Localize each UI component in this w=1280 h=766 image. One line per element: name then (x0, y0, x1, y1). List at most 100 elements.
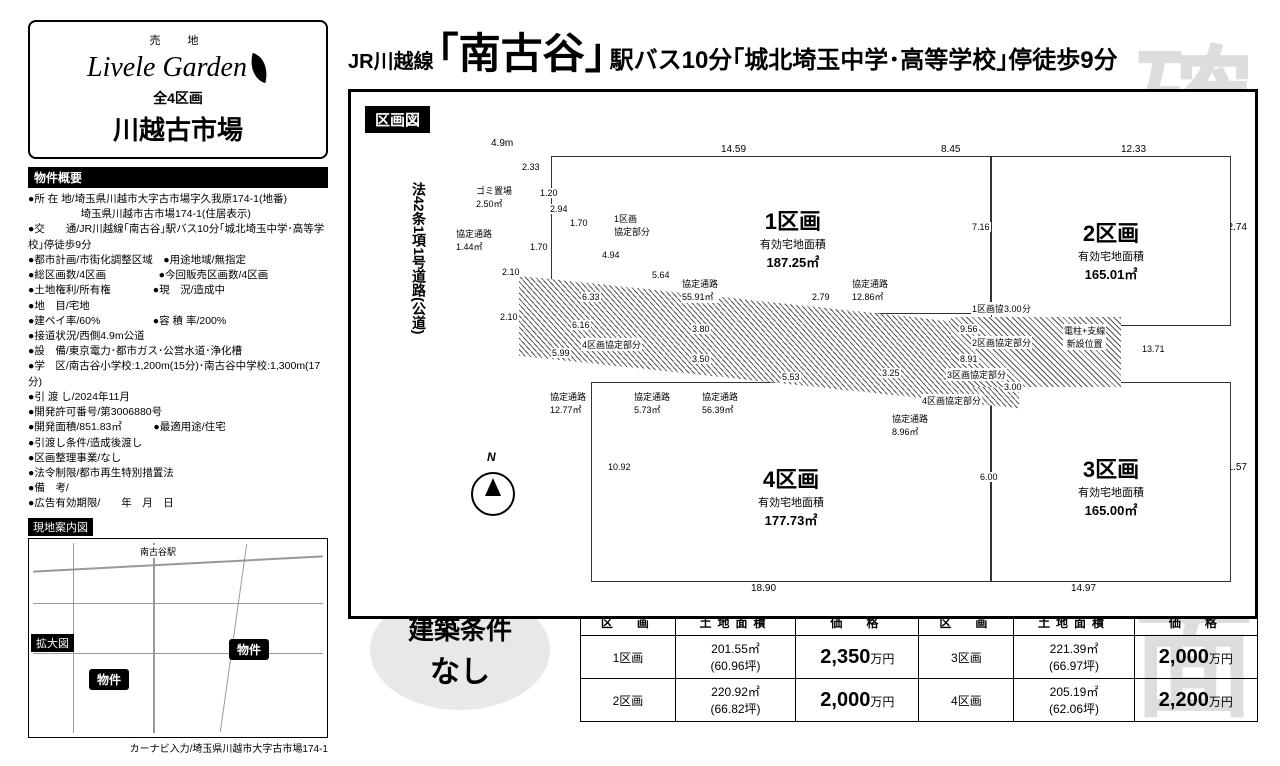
plot-3: 3区画 有効宅地面積 165.00㎡ (991, 382, 1231, 582)
dim: 8.91 (959, 354, 979, 364)
cell-plot: 2区画 (581, 679, 676, 722)
dim: 14.59 (721, 144, 746, 155)
annot-k573: 協定通路 5.73㎡ (633, 390, 671, 416)
dim: 3.00 (1003, 304, 1023, 314)
dim: 1.70 (569, 218, 589, 228)
dim: 6.16 (571, 320, 591, 330)
summary-line: ●総区画数/4区画 ●今回販売区画数/4区画 (28, 268, 328, 283)
cell-price: 2,000万円 (1134, 636, 1257, 679)
dim: 4.94 (601, 250, 621, 260)
plot-3-title: 3区画 (1078, 452, 1144, 484)
annot-sec4k: 4区画協定部分 (921, 394, 982, 407)
dim: 8.45 (941, 144, 960, 155)
site-plan: 区画図 法42条1項1号道路(公道) 4.9m 14.59 8.45 12.33… (348, 89, 1258, 619)
annot-k5591: 協定通路 55.91㎡ (681, 277, 719, 303)
logo-subtitle: 全4区画 (44, 88, 312, 108)
dim: 10.92 (607, 462, 632, 472)
dim: 1.20 (539, 188, 559, 198)
dim: 3.50 (691, 354, 711, 364)
plot-2: 2区画 有効宅地面積 165.01㎡ (991, 156, 1231, 326)
cell-area: 205.19㎡(62.06坪) (1014, 679, 1134, 722)
annot-gomi: ゴミ置場 2.50㎡ (475, 184, 513, 210)
property-marker: 物件 (89, 669, 129, 690)
plan-label: 区画図 (365, 106, 430, 133)
headline-station: ｢南古谷｣ (438, 20, 606, 81)
annot-kyotei-l: 協定通路 1.44㎡ (455, 227, 493, 253)
compass-north: N (487, 450, 496, 464)
summary-line: ●所 在 地/埼玉県川越市大字古市場字久我原174-1(地番) (28, 192, 328, 207)
left-column: 売 地 Livele Garden 全4区画 川越古市場 物件概要 ●所 在 地… (28, 20, 328, 755)
dim: 14.97 (1071, 583, 1096, 594)
dim: 4.9m (491, 138, 513, 149)
map-enlarge-label: 拡大図 (31, 634, 74, 652)
plot-4-area: 177.73㎡ (758, 510, 824, 529)
summary-line: ●区画整理事業/なし (28, 451, 328, 466)
logo-brand: Livele Garden (44, 52, 312, 84)
annot-k1: 1区画 協定部分 (613, 212, 651, 238)
dim: 12.33 (1121, 144, 1146, 155)
dim: 5.99 (551, 348, 571, 358)
price-row: 1区画201.55㎡(60.96坪)2,350万円3区画221.39㎡(66.9… (581, 636, 1258, 679)
cell-price: 2,000万円 (796, 679, 919, 722)
dim: 9.56 (959, 324, 979, 334)
summary-line: ●学 区/南古谷小学校:1,200m(15分)･南古谷中学校:1,300m(17… (28, 359, 328, 389)
logo-brand-text: Livele Garden (87, 52, 247, 84)
annot-sec2k: 2区画協定部分 (971, 336, 1032, 349)
dim: 13.71 (1141, 344, 1166, 354)
property-summary: ●所 在 地/埼玉県川越市大字古市場字久我原174-1(地番) 埼玉県川越市古市… (28, 192, 328, 512)
property-marker-2: 物件 (229, 639, 269, 660)
dim: 1.70 (529, 242, 549, 252)
summary-header: 物件概要 (28, 167, 328, 188)
cell-plot: 4区画 (919, 679, 1014, 722)
cell-plot: 1区画 (581, 636, 676, 679)
annot-pole: 電柱+支線 新設位置 (1063, 324, 1106, 350)
cell-price: 2,200万円 (1134, 679, 1257, 722)
map-station-label: 南古谷駅 (139, 545, 177, 558)
dim: 2.10 (501, 267, 521, 277)
dim: 18.90 (751, 583, 776, 594)
summary-line: ●法令制限/都市再生特別措置法 (28, 466, 328, 481)
plot-4-sub: 有効宅地面積 (758, 494, 824, 510)
compass-icon (471, 472, 515, 516)
dim: 5.64 (651, 270, 671, 280)
dim: 2.10 (499, 312, 519, 322)
plot-1-sub: 有効宅地面積 (760, 236, 826, 252)
dim: 6.00 (979, 472, 999, 482)
headline-line: JR川越線 (348, 45, 434, 74)
plot-2-sub: 有効宅地面積 (1078, 248, 1144, 264)
annot-sec4kl: 4区画協定部分 (581, 338, 642, 351)
annot-sec1k: 1区画協定部分 (971, 302, 1032, 315)
summary-line: ●設 備/東京電力･都市ガス･公営水道･浄化槽 (28, 344, 328, 359)
dim: 2.33 (521, 162, 541, 172)
plot-3-sub: 有効宅地面積 (1078, 484, 1144, 500)
summary-line: ●引 渡 し/2024年11月 (28, 390, 328, 405)
dim: 3.25 (881, 368, 901, 378)
leaf-icon (246, 53, 272, 83)
dim: 3.00 (1003, 382, 1023, 392)
cell-price: 2,350万円 (796, 636, 919, 679)
badge-line2: なし (430, 647, 490, 691)
annot-k896: 協定通路 8.96㎡ (891, 412, 929, 438)
summary-line: ●開発面積/851.83㎡ ●最適用途/住宅 (28, 420, 328, 435)
plot-4-title: 4区画 (758, 462, 824, 494)
summary-line: 埼玉県川越市古市場174-1(住居表示) (28, 207, 328, 222)
dim: 5.53 (781, 372, 801, 382)
annot-k5639: 協定通路 56.39㎡ (701, 390, 739, 416)
annot-k1277: 協定通路 12.77㎡ (549, 390, 587, 416)
price-row: 2区画220.92㎡(66.82坪)2,000万円4区画205.19㎡(62.0… (581, 679, 1258, 722)
cell-area: 220.92㎡(66.82坪) (675, 679, 795, 722)
summary-line: ●都市計画/市街化調整区域 ●用途地域/無指定 (28, 253, 328, 268)
summary-line: ●広告有効期限/ 年 月 日 (28, 496, 328, 511)
plot-3-area: 165.00㎡ (1078, 500, 1144, 519)
dim: 6.33 (581, 292, 601, 302)
annot-k1286: 協定通路 12.86㎡ (851, 277, 889, 303)
logo-box: 売 地 Livele Garden 全4区画 川越古市場 (28, 20, 328, 159)
summary-line: ●建ペイ率/60% ●容 積 率/200% (28, 314, 328, 329)
cell-plot: 3区画 (919, 636, 1014, 679)
dim: 2.79 (811, 292, 831, 302)
headline: JR川越線 ｢南古谷｣ 駅バス10分｢城北埼玉中学･高等学校｣停徒歩9分 (348, 20, 1258, 81)
summary-line: ●交 通/JR川越線｢南古谷｣駅バス10分｢城北埼玉中学･高等学校｣停徒歩9分 (28, 222, 328, 252)
summary-line: ●土地権利/所有権 ●現 況/造成中 (28, 283, 328, 298)
road-label: 法42条1項1号道路(公道) (409, 182, 429, 334)
plot-1-area: 187.25㎡ (760, 252, 826, 271)
